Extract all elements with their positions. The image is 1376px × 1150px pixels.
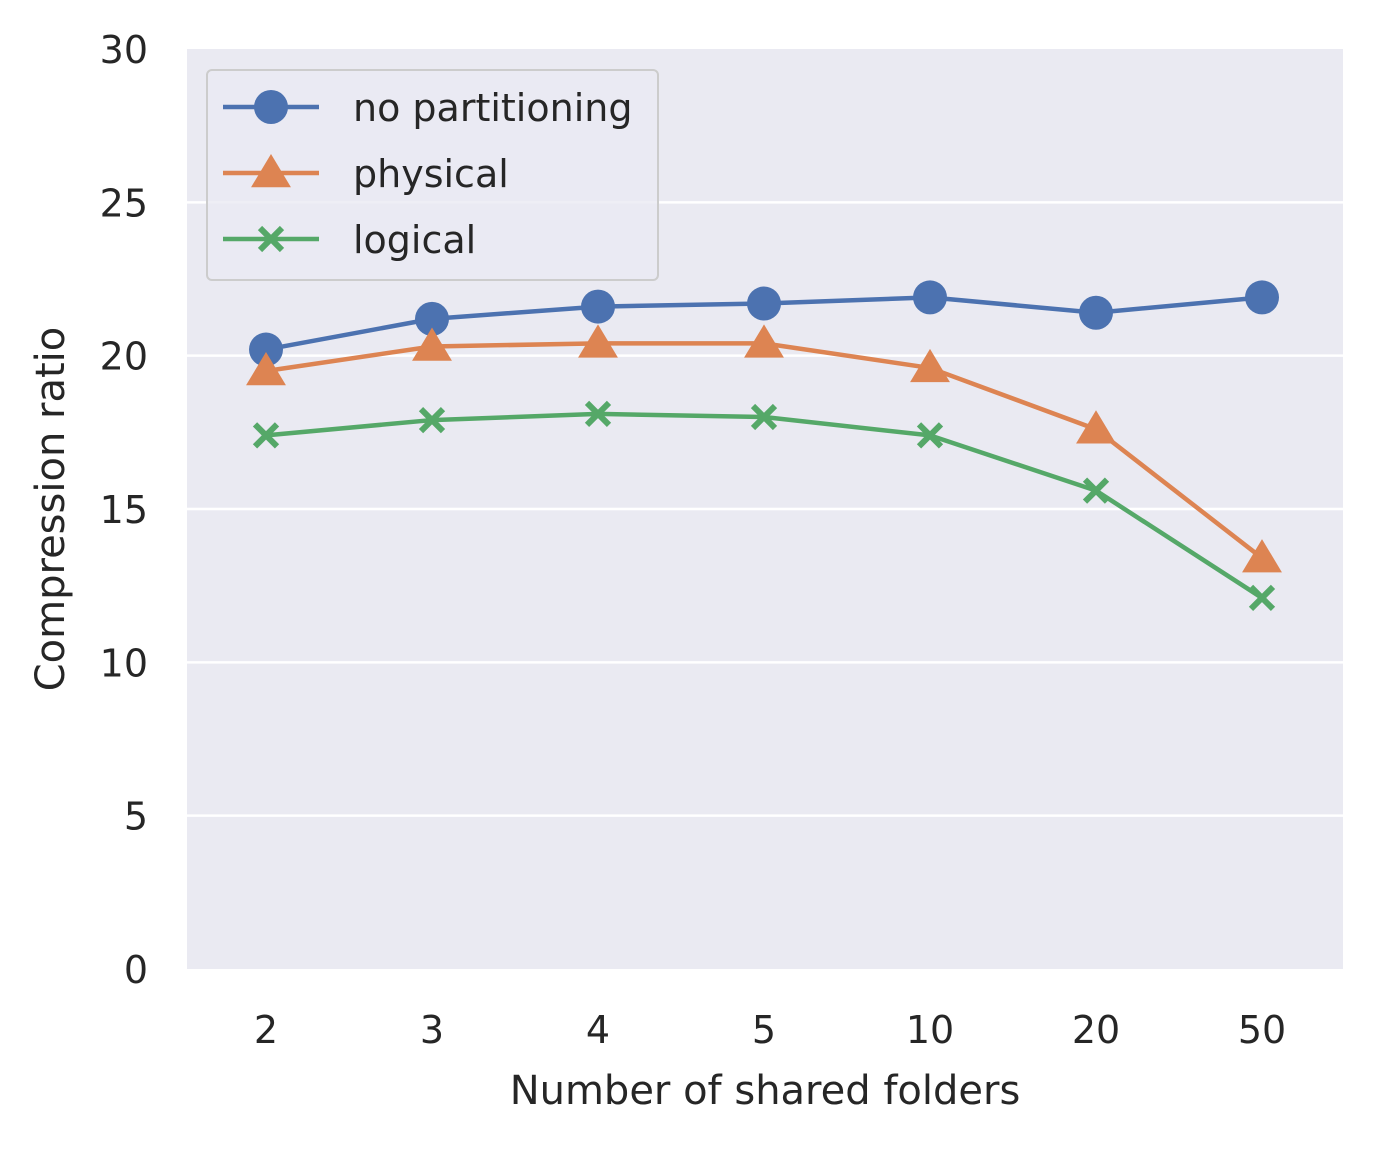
data-point [1079,295,1113,330]
data-point [578,324,618,358]
x-axis-tick-labels: 2 3 4 5 10 20 50 [254,1008,1286,1052]
data-point [252,422,280,449]
y-axis-tick-labels: 0 5 10 15 20 25 30 [100,28,148,992]
x-tick-label: 5 [752,1008,776,1052]
x-tick-label: 4 [586,1008,610,1052]
x-tick-label: 10 [906,1008,954,1052]
y-tick-label: 15 [100,488,148,532]
data-point [916,422,944,449]
series-physical [246,324,1282,573]
series-lines [246,280,1282,612]
data-point [1076,410,1116,444]
data-point [418,406,446,434]
data-point [412,327,452,361]
data-point [744,324,784,358]
data-point [1245,280,1279,315]
x-tick-label: 2 [254,1008,278,1052]
series-logical [252,400,1276,612]
legend-box [206,69,659,281]
data-point [1082,477,1110,504]
data-point [750,403,778,431]
x-axis-label: Number of shared folders [510,1068,1021,1114]
legend-item: logical [223,218,476,262]
legend-marker [251,154,291,188]
legend-marker [254,90,288,124]
data-point [910,348,950,383]
data-point [913,280,947,315]
y-tick-label: 20 [100,335,148,379]
data-point [415,301,449,336]
legend-item: physical [223,152,509,196]
legend: no partitioning physical logical [206,69,659,281]
data-point [246,352,286,386]
data-point [1242,539,1282,573]
legend-label: physical [353,152,509,196]
data-point [581,289,615,324]
legend-item: no partitioning [223,86,632,130]
y-tick-label: 0 [124,948,148,992]
legend-marker [257,225,285,253]
legend-label: no partitioning [353,86,632,130]
x-tick-label: 20 [1072,1008,1120,1052]
y-tick-label: 25 [100,181,148,225]
data-point [1248,584,1276,612]
y-axis-label: Compression ratio [28,327,74,692]
y-tick-label: 30 [100,28,148,72]
data-point [249,332,283,367]
y-tick-label: 10 [100,641,148,685]
series-no-partitioning [249,280,1279,367]
x-tick-label: 3 [420,1008,444,1052]
data-point [584,400,612,428]
data-point [747,286,781,321]
x-tick-label: 50 [1238,1008,1286,1052]
legend-label: logical [353,218,476,262]
y-tick-label: 5 [124,795,148,839]
